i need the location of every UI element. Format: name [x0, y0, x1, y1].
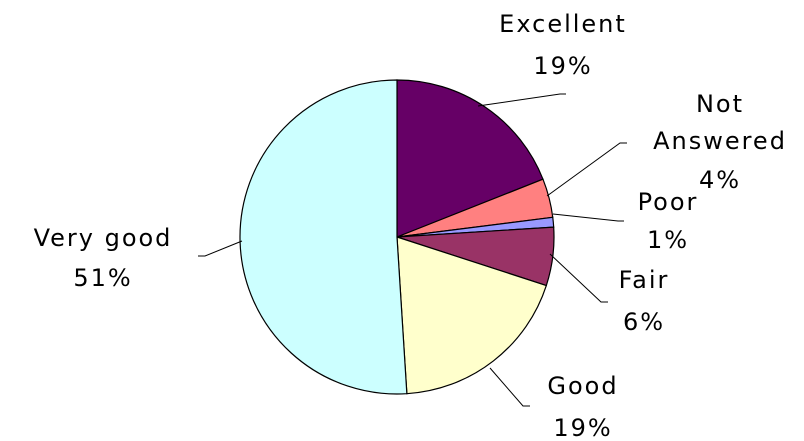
leader-line-fair [549, 253, 608, 303]
label-excellent-name: Excellent [499, 10, 627, 38]
pie-slice-very-good [239, 79, 408, 395]
pie-slices [239, 79, 555, 395]
label-good-percent: 19% [553, 414, 612, 441]
data-labels: Excellent 19% Not Answered 4% Poor 1% Fa… [34, 10, 787, 441]
label-very-good-name: Very good [34, 224, 173, 252]
leader-lines [198, 93, 627, 407]
label-fair-name: Fair [619, 266, 670, 294]
label-fair-percent: 6% [623, 308, 665, 336]
label-not-answered-name-line1: Not [696, 90, 744, 118]
label-very-good-percent: 51% [73, 264, 132, 292]
leader-line-excellent [477, 93, 566, 107]
leader-line-poor [552, 213, 624, 222]
pie-slice-excellent [396, 79, 544, 238]
label-poor-percent: 1% [647, 226, 689, 254]
leader-line-not-answered [546, 142, 627, 197]
leader-line-good [489, 367, 530, 407]
label-good-name: Good [547, 372, 618, 400]
pie-slice-good [396, 236, 548, 395]
label-not-answered-percent: 4% [699, 166, 741, 194]
leader-line-very-good [198, 240, 243, 257]
label-excellent-percent: 19% [533, 52, 592, 80]
label-not-answered-name-line2: Answered [653, 127, 787, 155]
label-poor-name: Poor [638, 188, 699, 216]
